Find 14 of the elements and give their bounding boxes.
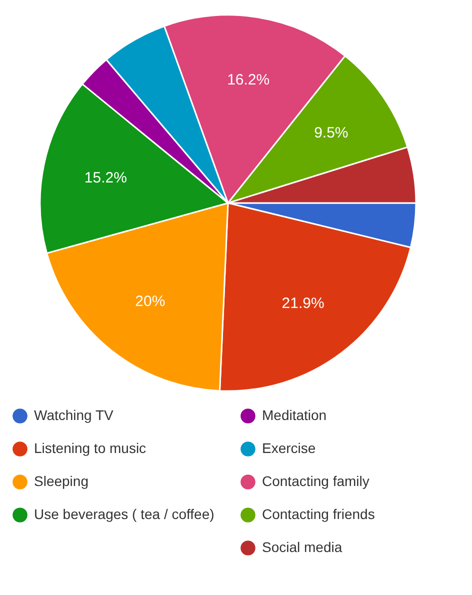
data-label: 20% <box>135 292 166 310</box>
data-label: 21.9% <box>282 294 324 312</box>
legend-label: Meditation <box>262 407 327 423</box>
legend-label: Watching TV <box>34 407 114 423</box>
legend-label: Social media <box>262 539 342 555</box>
legend-label: Use beverages ( tea / coffee) <box>34 506 214 522</box>
data-label: 9.5% <box>314 124 348 142</box>
data-label: 15.2% <box>84 169 127 186</box>
data-label: 16.2% <box>227 72 270 89</box>
legend-label: Exercise <box>262 440 316 456</box>
legend-label: Contacting family <box>262 473 370 489</box>
legend-label: Sleeping <box>34 473 88 489</box>
legend-label: Contacting friends <box>262 506 375 522</box>
legend-label: Listening to music <box>34 440 146 456</box>
